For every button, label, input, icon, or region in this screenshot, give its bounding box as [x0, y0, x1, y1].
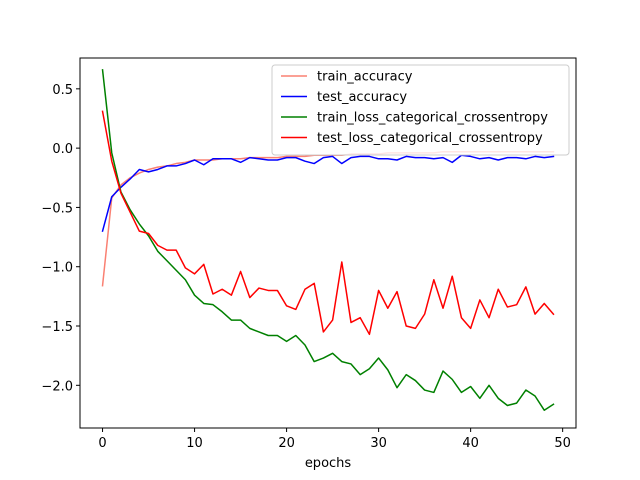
- y-tick-label: −2.0: [41, 379, 73, 394]
- legend-label-test-loss-categorical-crossentropy: test_loss_categorical_crossentropy: [317, 131, 543, 146]
- legend-box: [271, 64, 570, 156]
- series-line-test-accuracy: [101, 154, 555, 233]
- legend-label-train-accuracy: train_accuracy: [317, 70, 413, 85]
- x-tick-label: 50: [554, 436, 571, 451]
- x-tick-label: 40: [462, 436, 479, 451]
- series-line-test-loss-categorical-crossentropy: [101, 110, 555, 336]
- legend: train_accuracy test_accuracy train_loss_ca…: [271, 64, 570, 156]
- y-tick-label: −1.5: [41, 320, 73, 335]
- y-tick-label: −1.0: [41, 261, 73, 276]
- x-tick-label: 10: [186, 436, 203, 451]
- x-tick-label: 0: [98, 436, 106, 451]
- legend-label-test-accuracy: test_accuracy: [317, 90, 407, 105]
- x-tick-label: 30: [370, 436, 387, 451]
- y-tick-label: 0.5: [52, 83, 73, 98]
- y-tick-label: −0.5: [41, 201, 73, 216]
- y-tick-label: 0.0: [52, 142, 73, 157]
- x-axis-ticks: 0 10 20 30 40 50: [98, 428, 571, 451]
- axes: 0 10 20 30 40 50 −2.0 −1.5 −1.0 −0.5 0.0 0.5 epoch…: [41, 57, 577, 471]
- x-axis-label: epochs: [305, 456, 352, 471]
- plot-frame: [79, 57, 577, 429]
- y-axis-ticks: −2.0 −1.5 −1.0 −0.5 0.0 0.5: [41, 83, 80, 394]
- series-line-train-loss-categorical-crossentropy: [101, 69, 555, 411]
- x-tick-label: 20: [278, 436, 295, 451]
- legend-label-train-loss-categorical-crossentropy: train_loss_categorical_crossentropy: [317, 111, 548, 126]
